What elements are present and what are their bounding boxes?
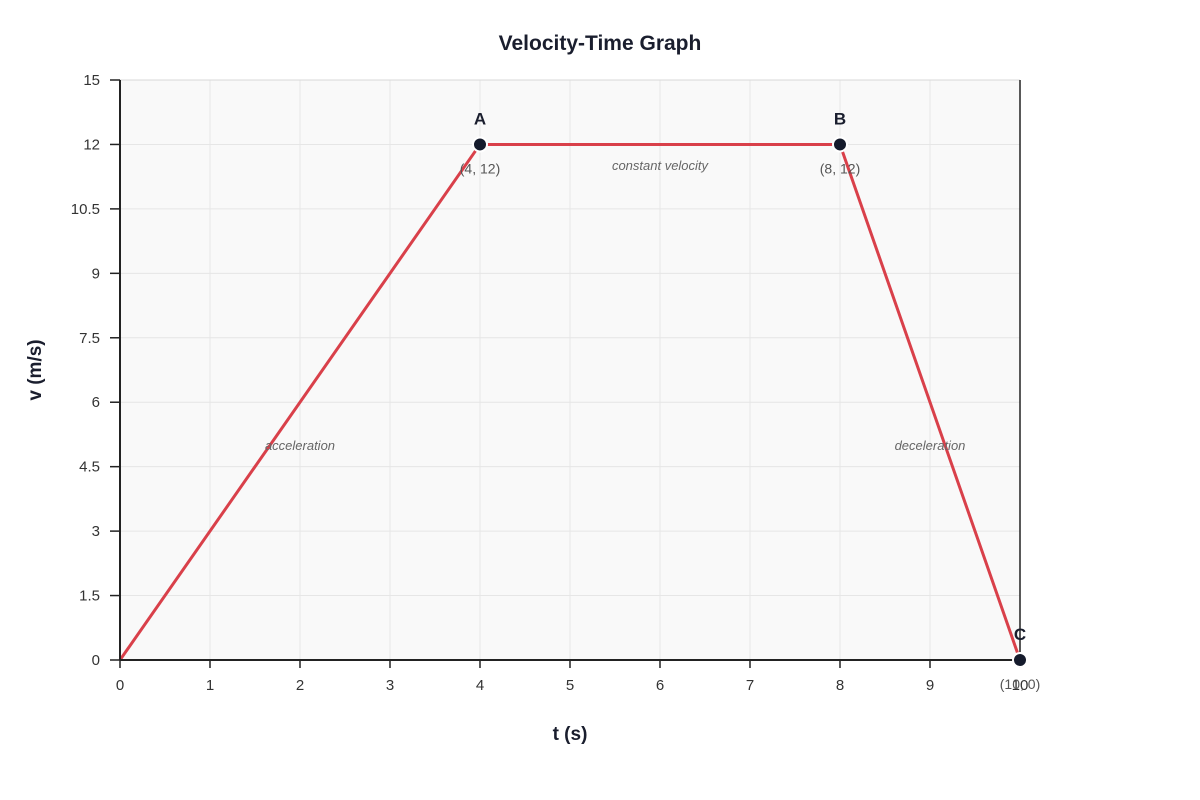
y-tick-label: 3: [92, 523, 100, 540]
point-c-marker: [1012, 652, 1028, 668]
annotation-constant-velocity: constant velocity: [612, 158, 710, 173]
x-tick-label: 3: [386, 677, 394, 694]
velocity-series-line: [118, 142, 1022, 661]
x-tick-label: 8: [836, 677, 844, 694]
point-b-coord: (8, 12): [820, 160, 860, 176]
grid: [120, 79, 1020, 660]
point-c-label: C: [1014, 625, 1026, 644]
y-tick-label: 6: [92, 394, 100, 411]
point-a-label: A: [474, 109, 486, 128]
chart-title: Velocity-Time Graph: [499, 32, 702, 55]
y-tick-label: 1.5: [79, 588, 100, 605]
point-a-coord: (4, 12): [460, 160, 500, 176]
y-tick-label: 15: [83, 72, 100, 89]
x-tick-label: 9: [926, 677, 934, 694]
y-tick-label: 0: [92, 652, 100, 669]
point-b-label: B: [834, 109, 846, 128]
series-layer: [118, 142, 1022, 661]
annotation-deceleration: deceleration: [895, 438, 966, 453]
point-a-marker: [472, 136, 488, 153]
x-tick-label: 10: [1012, 677, 1029, 694]
annotation-acceleration: acceleration: [265, 438, 335, 453]
point-b-marker: [832, 136, 848, 153]
annotations-layer: acceleration constant velocity deceleratio…: [265, 158, 965, 453]
y-tick-label: 4.5: [79, 459, 100, 476]
point-c-coord: (10, 0): [1000, 676, 1040, 692]
x-tick-label: 4: [476, 677, 484, 694]
x-tick-label: 2: [296, 677, 304, 694]
x-tick-label: 0: [116, 677, 124, 694]
y-tick-label: 9: [92, 265, 100, 282]
x-tick-label: 1: [206, 677, 214, 694]
x-tick-label: 7: [746, 677, 754, 694]
x-axis-label: t (s): [553, 724, 588, 745]
x-tick-label: 6: [656, 677, 664, 694]
y-tick-label: 12: [83, 136, 100, 153]
y-tick-label: 7.5: [79, 330, 100, 347]
y-tick-label: 10.5: [71, 201, 100, 218]
x-tick-label: 5: [566, 677, 574, 694]
points-layer: A (4, 12) B (8, 12) C (10, 0): [460, 109, 1040, 692]
y-axis-label: v (m/s): [25, 339, 46, 400]
